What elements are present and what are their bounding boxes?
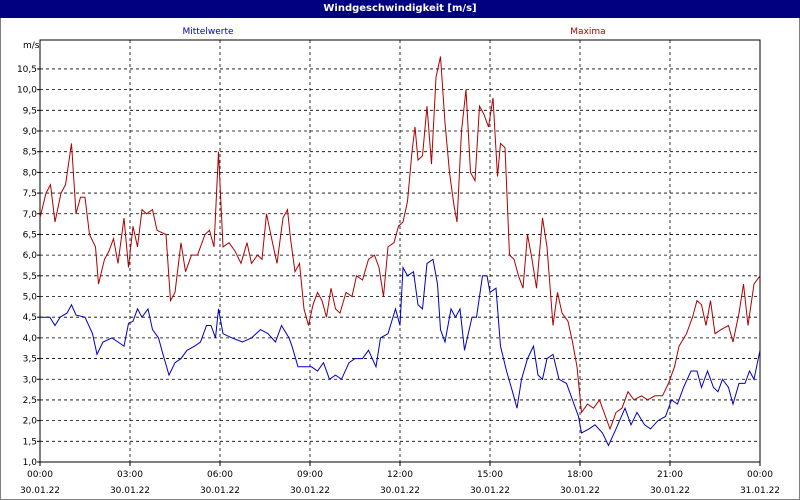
y-tick-label: 5,5 xyxy=(23,272,37,282)
x-tick-time: 06:00 xyxy=(207,470,233,480)
x-tick-time: 18:00 xyxy=(567,470,593,480)
x-tick-time: 00:00 xyxy=(27,470,53,480)
x-tick-date: 30.01.22 xyxy=(650,486,690,496)
x-tick-time: 09:00 xyxy=(297,470,323,480)
x-tick-time: 03:00 xyxy=(117,470,143,480)
y-tick-label: 8,0 xyxy=(23,168,38,178)
y-tick-label: 7,5 xyxy=(23,189,37,199)
y-axis-unit: m/s xyxy=(23,41,40,51)
legend-maxima: Maxima xyxy=(570,27,605,37)
y-tick-label: 6,5 xyxy=(23,230,37,240)
y-tick-label: 8,5 xyxy=(23,148,37,158)
y-tick-label: 4,5 xyxy=(23,313,37,323)
y-tick-label: 9,0 xyxy=(23,127,38,137)
y-tick-label: 10,0 xyxy=(17,86,37,96)
y-tick-label: 7,0 xyxy=(23,210,38,220)
x-tick-date: 30.01.22 xyxy=(110,486,150,496)
chart-title: Windgeschwindigkeit [m/s] xyxy=(0,0,800,18)
y-axis: 1,0 1,5 2,0 2,5 3,0 3,5 4,0 4,5 5,0 5,5 6,0 6,5 7,0 7… xyxy=(17,65,40,468)
y-tick-label: 9,5 xyxy=(23,106,37,116)
y-tick-label: 2,5 xyxy=(23,396,37,406)
series-line-mittelwerte xyxy=(40,258,761,447)
x-tick-date: 30.01.22 xyxy=(560,486,600,496)
series-lines xyxy=(39,56,761,447)
x-tick-date: 30.01.22 xyxy=(200,486,240,496)
y-tick-label: 6,0 xyxy=(23,251,38,261)
x-tick-date: 30.01.22 xyxy=(290,486,330,496)
x-tick-time: 00:00 xyxy=(747,470,773,480)
x-tick-date: 30.01.22 xyxy=(470,486,510,496)
y-tick-label: 4,0 xyxy=(23,334,38,344)
y-tick-label: 5,0 xyxy=(23,293,38,303)
x-tick-time: 21:00 xyxy=(657,470,683,480)
y-tick-label: 3,5 xyxy=(23,355,37,365)
y-tick-label: 1,0 xyxy=(23,458,38,468)
x-tick-time: 15:00 xyxy=(477,470,503,480)
legend-mittelwerte: Mittelwerte xyxy=(182,27,233,37)
x-tick-date: 31.01.22 xyxy=(740,486,780,496)
y-tick-label: 3,0 xyxy=(23,375,38,385)
y-tick-label: 1,5 xyxy=(23,437,37,447)
y-tick-label: 10,5 xyxy=(17,65,37,75)
series-line-maxima xyxy=(39,56,761,431)
x-tick-date: 30.01.22 xyxy=(380,486,420,496)
x-tick-time: 12:00 xyxy=(387,470,413,480)
x-tick-date: 30.01.22 xyxy=(20,486,60,496)
y-tick-label: 2,0 xyxy=(23,417,38,427)
x-axis: 00:00 30.01.22 03:00 30.01.22 06:00 30.01.22 0… xyxy=(20,462,780,496)
